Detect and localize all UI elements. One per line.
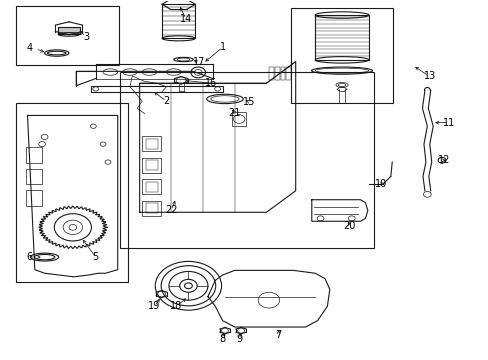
Bar: [232, 112, 245, 126]
Bar: [315, 15, 368, 60]
Text: 3: 3: [83, 32, 89, 41]
Bar: [162, 4, 195, 39]
Bar: [26, 190, 41, 206]
Text: 20: 20: [343, 221, 355, 231]
Text: 9: 9: [236, 333, 242, 343]
Bar: [26, 147, 41, 163]
Bar: [145, 203, 158, 213]
Text: 17: 17: [193, 57, 205, 67]
Bar: [142, 136, 160, 151]
Bar: [145, 139, 158, 149]
Bar: [16, 103, 128, 282]
Text: 10: 10: [374, 179, 386, 189]
Bar: [142, 158, 160, 173]
Text: 15: 15: [243, 97, 255, 107]
Text: 22: 22: [165, 206, 177, 216]
Text: 21: 21: [228, 108, 241, 118]
Text: 8: 8: [219, 333, 225, 343]
Text: 11: 11: [442, 118, 454, 128]
Bar: [280, 67, 285, 80]
Text: 2: 2: [163, 96, 169, 106]
Bar: [145, 182, 158, 192]
Text: 1: 1: [219, 42, 225, 52]
Bar: [290, 8, 392, 103]
Bar: [91, 86, 222, 92]
Bar: [274, 67, 279, 80]
Text: 4: 4: [27, 43, 33, 53]
Bar: [145, 160, 158, 170]
Text: 19: 19: [148, 301, 160, 311]
Bar: [26, 168, 41, 184]
Bar: [142, 201, 160, 216]
Text: 13: 13: [423, 71, 435, 81]
Bar: [58, 27, 80, 35]
Bar: [16, 6, 119, 65]
Bar: [142, 179, 160, 194]
Text: 16: 16: [205, 78, 217, 88]
Text: 14: 14: [180, 14, 192, 24]
Text: 7: 7: [275, 330, 281, 340]
Text: 18: 18: [170, 301, 182, 311]
Bar: [120, 72, 373, 248]
Text: 12: 12: [437, 155, 449, 165]
Text: 6: 6: [26, 252, 32, 262]
Text: 5: 5: [92, 252, 99, 262]
Bar: [286, 67, 291, 80]
Bar: [268, 67, 273, 80]
